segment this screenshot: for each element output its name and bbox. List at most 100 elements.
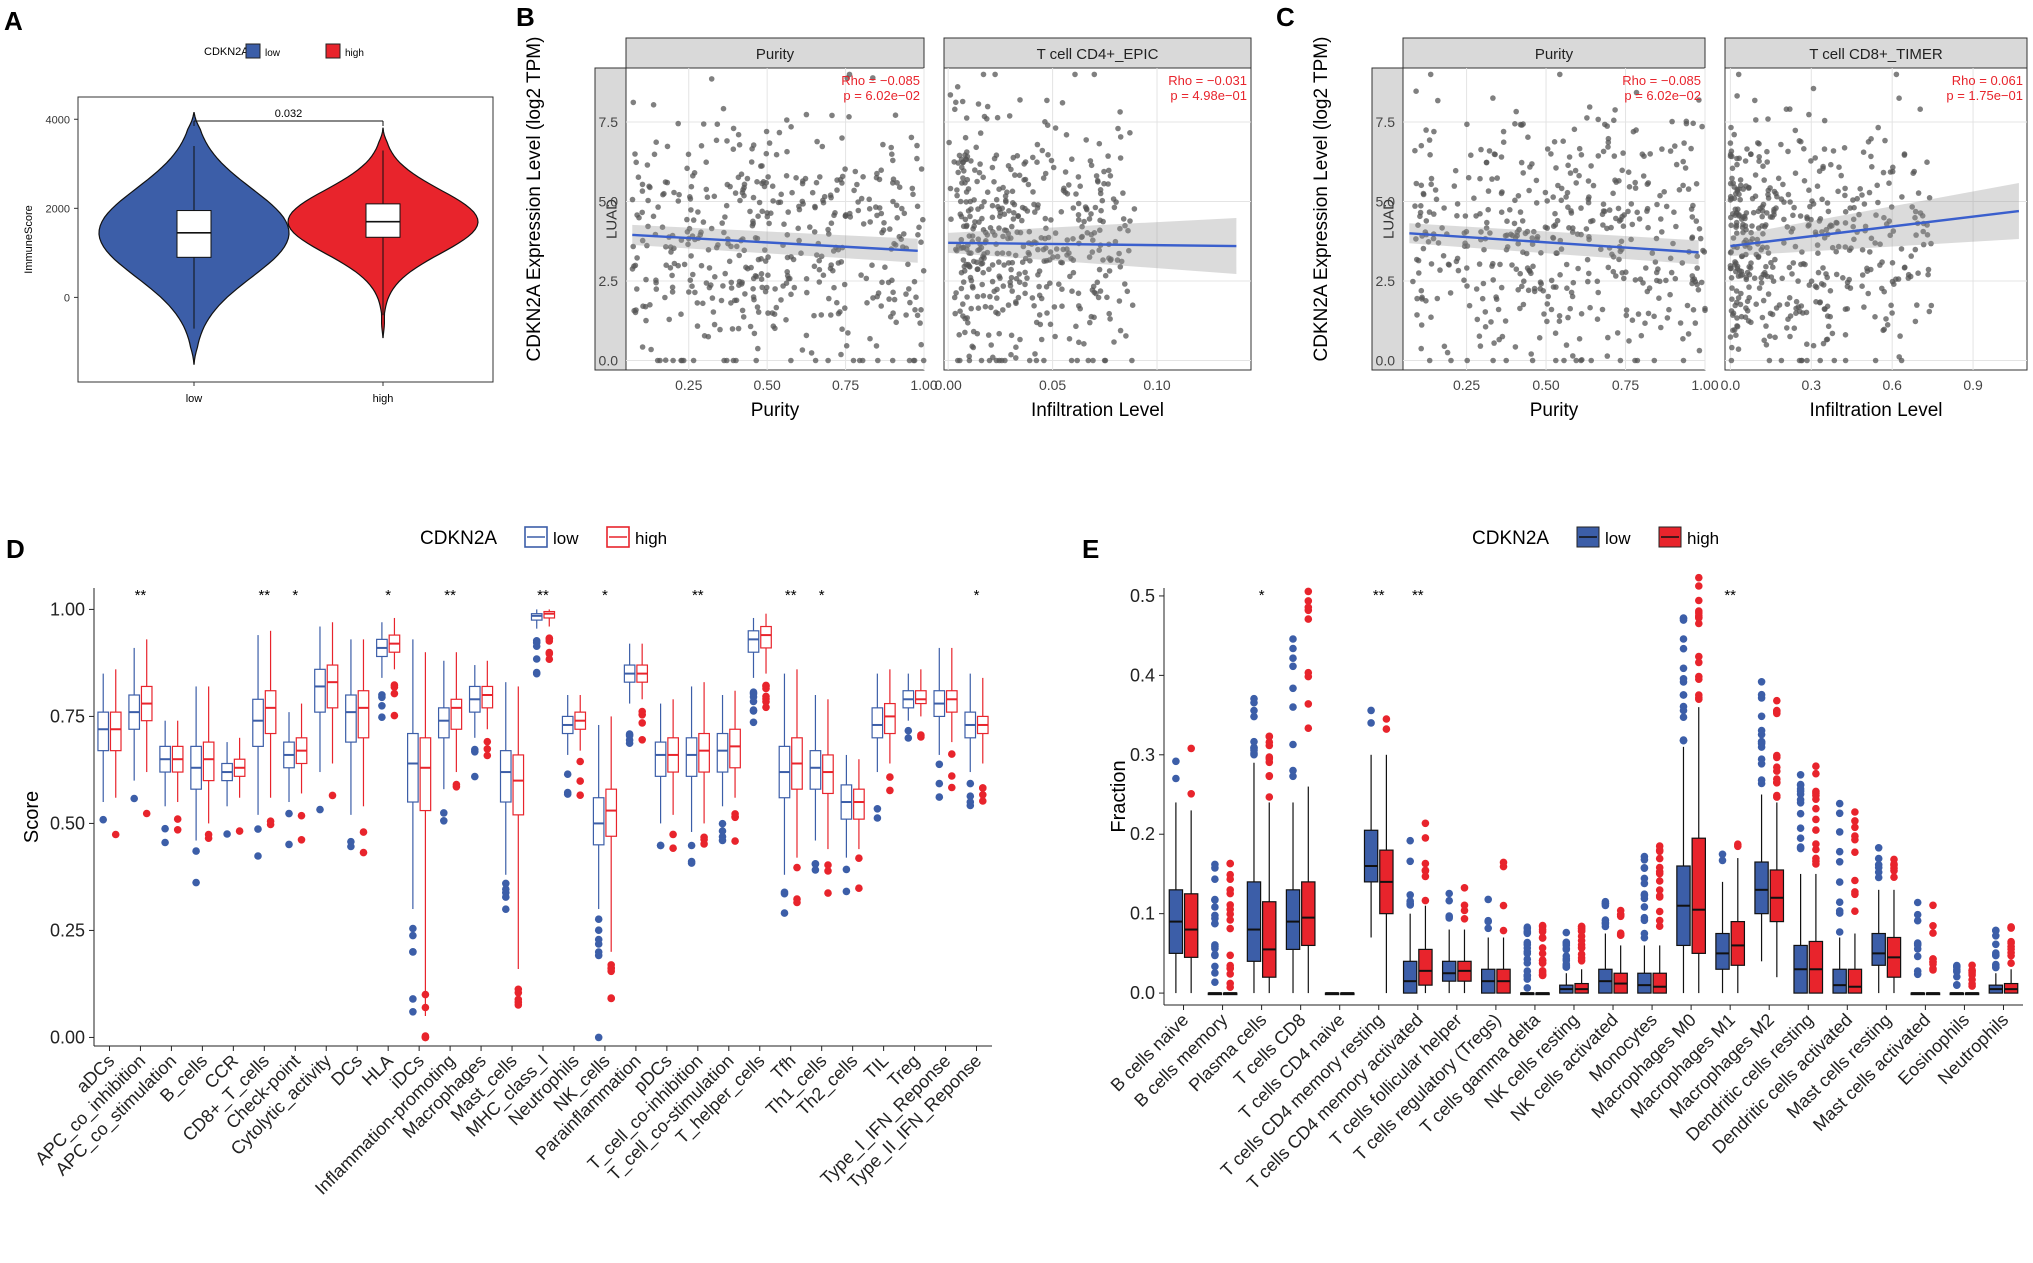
scatter-point: [1427, 152, 1433, 158]
outlier-point: [793, 898, 801, 907]
outlier-point: [1538, 949, 1547, 958]
outlier-point: [1265, 732, 1274, 741]
scatter-point: [1785, 148, 1791, 155]
scatter-point: [1030, 189, 1036, 195]
scatter-point: [1588, 357, 1594, 364]
outlier-point: [1679, 675, 1688, 683]
scatter-point: [988, 342, 994, 348]
scatter-point: [1414, 295, 1420, 302]
scatter-point: [1868, 153, 1874, 160]
scatter-point: [1682, 165, 1689, 171]
outlier-point: [1913, 940, 1922, 948]
scatter-point: [1122, 281, 1128, 287]
scatter-point: [914, 142, 920, 149]
scatter-point: [958, 285, 965, 292]
scatter-point: [789, 189, 795, 196]
scatter-point: [1765, 291, 1772, 297]
scatter-point: [1413, 180, 1420, 187]
scatter-point: [717, 326, 723, 333]
scatter-point: [970, 328, 977, 335]
scatter-point: [1075, 290, 1082, 297]
scatter-point: [739, 307, 746, 314]
scatter-point: [1699, 123, 1705, 130]
scatter-point: [1452, 167, 1459, 174]
scatter-point: [765, 174, 771, 180]
scatter-point: [1540, 288, 1546, 294]
scatter-point: [818, 253, 825, 260]
scatter-point: [650, 213, 657, 220]
scatter-point: [1882, 137, 1888, 144]
scatter-point: [703, 186, 710, 193]
scatter-point: [1042, 119, 1048, 125]
scatter-point: [1695, 287, 1702, 293]
scatter-point: [1752, 172, 1759, 178]
plot-frame: [77, 96, 494, 383]
outlier-point: [1562, 962, 1571, 970]
legend-label-low: low: [265, 48, 281, 59]
scatter-point: [1634, 209, 1640, 216]
scatter-point: [1745, 185, 1752, 191]
scatter-point: [765, 272, 771, 279]
scatter-point: [1066, 182, 1072, 188]
scatter-point: [1902, 264, 1908, 271]
scatter-point: [1568, 208, 1574, 214]
scatter-point: [1781, 240, 1787, 246]
scatter-point: [1007, 279, 1013, 286]
significance-marker: **: [135, 587, 147, 604]
scatter-point: [1791, 325, 1798, 332]
outlier-point: [1265, 793, 1274, 801]
scatter-point: [692, 289, 698, 296]
scatter-point: [1447, 290, 1454, 296]
scatter-point: [1644, 205, 1651, 212]
outlier-point: [514, 989, 523, 997]
scatter-point: [776, 129, 783, 136]
scatter-point: [1803, 309, 1810, 316]
scatter-point: [1670, 240, 1676, 247]
legend-label-high: high: [345, 48, 364, 59]
scatter-point: [999, 250, 1006, 256]
outlier-point: [700, 840, 708, 848]
scatter-point: [1123, 333, 1129, 339]
scatter-point: [720, 105, 727, 112]
scatter-point: [1771, 211, 1777, 218]
box-low: [252, 698, 264, 747]
box-low: [176, 210, 212, 258]
outlier-point: [390, 683, 399, 691]
outlier-point: [1851, 817, 1859, 825]
outlier-point: [483, 745, 492, 753]
outlier-point: [111, 830, 120, 839]
scatter-point: [1806, 187, 1812, 193]
outlier-point: [1265, 772, 1274, 780]
scatter-point: [1096, 140, 1103, 147]
scatter-point: [1014, 153, 1021, 159]
scatter-point: [740, 314, 747, 320]
scatter-point: [1684, 302, 1691, 309]
scatter-point: [1812, 229, 1819, 235]
scatter-point: [1762, 223, 1768, 230]
scatter-point: [846, 71, 853, 78]
outlier-point: [1679, 713, 1688, 721]
scatter-point: [874, 170, 880, 177]
scatter-point: [960, 223, 967, 230]
outlier-point: [793, 863, 801, 872]
scatter-point: [1012, 172, 1018, 178]
scatter-point: [1519, 283, 1525, 290]
scatter-point: [1829, 244, 1836, 251]
outlier-point: [1679, 614, 1688, 622]
scatter-point: [1439, 225, 1445, 231]
scatter-point: [1842, 220, 1849, 226]
scatter-point: [1730, 312, 1736, 318]
scatter-point: [662, 294, 668, 301]
scatter-point: [838, 351, 844, 358]
scatter-point: [1835, 243, 1842, 250]
scatter-point: [1097, 217, 1103, 224]
scatter-point: [1068, 255, 1074, 262]
y-tick-label: 0.5: [1130, 586, 1155, 606]
scatter-point: [1804, 341, 1810, 348]
outlier-point: [1367, 706, 1375, 715]
scatter-point: [1599, 306, 1606, 313]
scatter-point: [1846, 276, 1852, 283]
scatter-point: [715, 242, 721, 248]
scatter-point: [694, 323, 701, 329]
scatter-point: [1872, 314, 1878, 320]
